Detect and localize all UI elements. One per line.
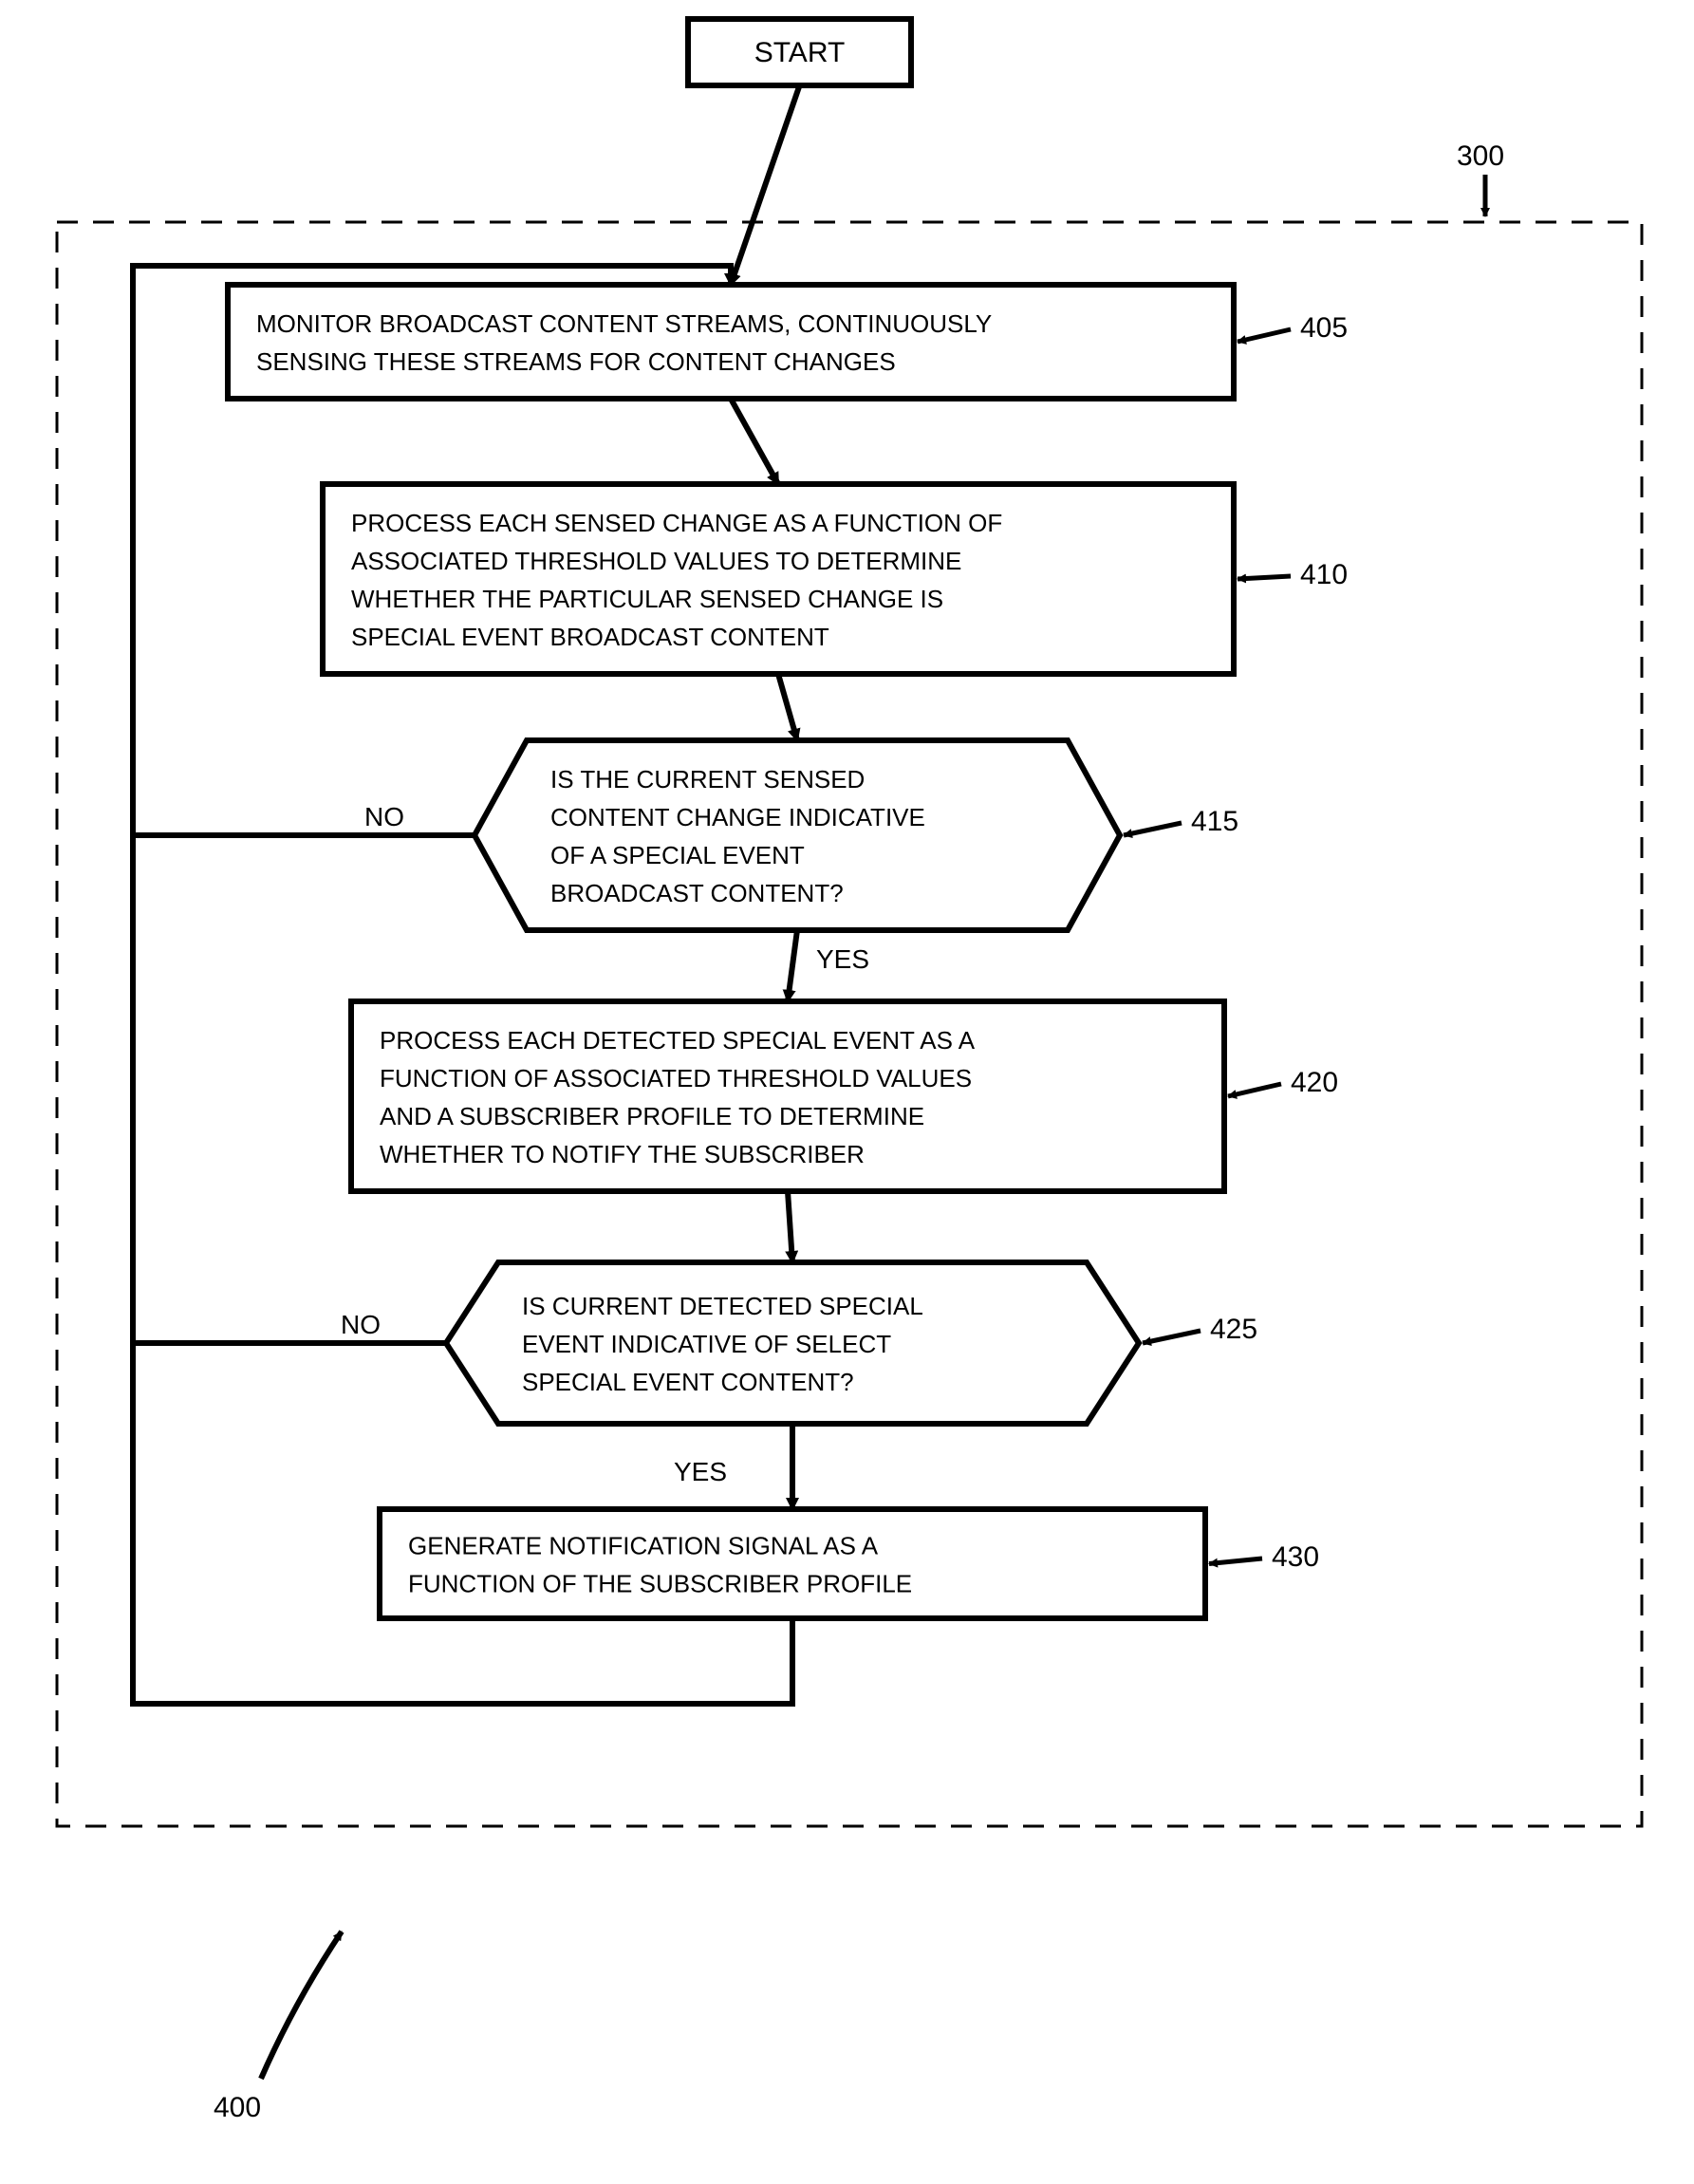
edge-start_bottom-n405_top [731, 85, 800, 285]
svg-text:SPECIAL EVENT CONTENT?: SPECIAL EVENT CONTENT? [522, 1368, 854, 1396]
edge-n420_bottom-n425_top [788, 1191, 792, 1262]
figure-ref-arrow [261, 1932, 342, 2079]
yes-label-n415: YES [816, 944, 869, 974]
ref-arrow-n430 [1209, 1559, 1262, 1564]
edge-n405_bottom-n410_top [731, 399, 778, 484]
ref-label-n420: 420 [1291, 1067, 1338, 1098]
svg-text:OF A SPECIAL EVENT: OF A SPECIAL EVENT [550, 841, 805, 869]
ref-arrow-n405 [1238, 329, 1291, 342]
node-n405 [228, 285, 1234, 399]
ref-arrow-n425 [1143, 1331, 1201, 1343]
svg-text:SPECIAL EVENT BROADCAST CONTEN: SPECIAL EVENT BROADCAST CONTENT [351, 623, 829, 651]
svg-text:PROCESS EACH SENSED CHANGE AS: PROCESS EACH SENSED CHANGE AS A FUNCTION… [351, 509, 1002, 537]
start-label: START [754, 37, 846, 68]
svg-text:GENERATE NOTIFICATION SIGNAL A: GENERATE NOTIFICATION SIGNAL AS A [408, 1532, 879, 1560]
no-label-n425: NO [341, 1310, 381, 1339]
ref-label-n415: 415 [1191, 806, 1238, 837]
svg-text:BROADCAST CONTENT?: BROADCAST CONTENT? [550, 879, 844, 907]
svg-text:FUNCTION OF THE SUBSCRIBER PRO: FUNCTION OF THE SUBSCRIBER PROFILE [408, 1570, 912, 1598]
ref-arrow-n420 [1228, 1084, 1281, 1096]
edge-n410_bottom-n415_top [778, 674, 797, 740]
ref-label-n430: 430 [1272, 1541, 1319, 1573]
container-ref-label: 300 [1457, 140, 1504, 172]
svg-text:ASSOCIATED THRESHOLD VALUES TO: ASSOCIATED THRESHOLD VALUES TO DETERMINE [351, 547, 961, 575]
svg-text:SENSING THESE STREAMS FOR CONT: SENSING THESE STREAMS FOR CONTENT CHANGE… [256, 347, 896, 376]
yes-label-n425: YES [674, 1457, 727, 1486]
ref-arrow-n410 [1238, 576, 1291, 579]
svg-text:CONTENT CHANGE INDICATIVE: CONTENT CHANGE INDICATIVE [550, 803, 925, 831]
ref-arrow-n415 [1124, 823, 1182, 835]
svg-text:WHETHER THE PARTICULAR SENSED: WHETHER THE PARTICULAR SENSED CHANGE IS [351, 585, 943, 613]
svg-text:MONITOR BROADCAST CONTENT STRE: MONITOR BROADCAST CONTENT STREAMS, CONTI… [256, 309, 992, 338]
ref-label-n410: 410 [1300, 559, 1348, 590]
svg-text:IS CURRENT DETECTED SPECIAL: IS CURRENT DETECTED SPECIAL [522, 1292, 923, 1320]
svg-text:PROCESS EACH DETECTED SPECIAL: PROCESS EACH DETECTED SPECIAL EVENT AS A [380, 1026, 976, 1055]
svg-text:EVENT INDICATIVE OF SELECT: EVENT INDICATIVE OF SELECT [522, 1330, 891, 1358]
ref-label-n405: 405 [1300, 312, 1348, 344]
svg-text:WHETHER TO NOTIFY THE SUBSCRIB: WHETHER TO NOTIFY THE SUBSCRIBER [380, 1140, 865, 1168]
no-label-n415: NO [364, 802, 404, 831]
svg-text:AND A SUBSCRIBER PROFILE TO DE: AND A SUBSCRIBER PROFILE TO DETERMINE [380, 1102, 924, 1130]
svg-text:FUNCTION OF ASSOCIATED THRESHO: FUNCTION OF ASSOCIATED THRESHOLD VALUES [380, 1064, 972, 1092]
node-n430 [380, 1509, 1205, 1618]
ref-label-n425: 425 [1210, 1314, 1257, 1345]
svg-text:IS THE CURRENT SENSED: IS THE CURRENT SENSED [550, 765, 865, 793]
edge-n415_bottom-n420_top [788, 930, 797, 1001]
figure-ref-label: 400 [214, 2092, 261, 2123]
